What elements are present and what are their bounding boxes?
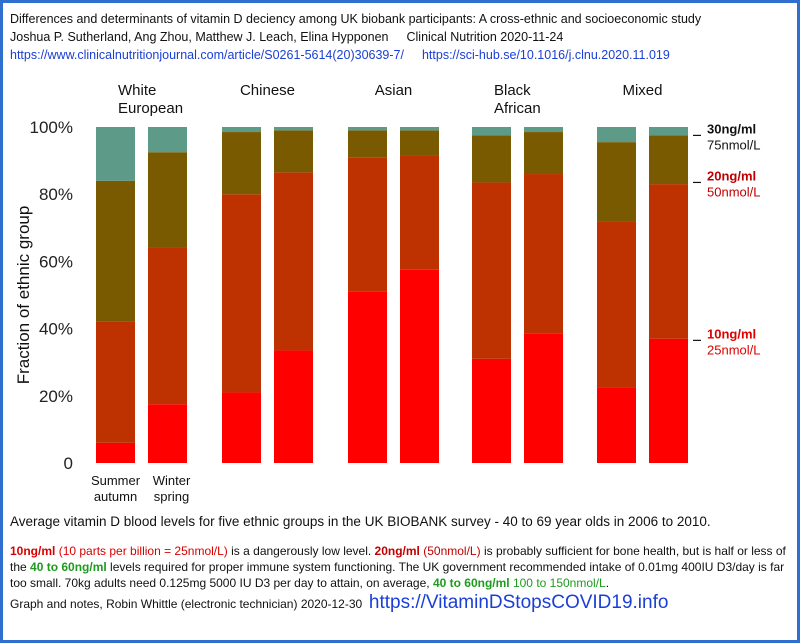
- y-tick-label: 100%: [30, 118, 73, 137]
- chart-caption: Average vitamin D blood levels for five …: [10, 514, 711, 529]
- bar-segment: [148, 404, 187, 463]
- y-tick-label: 80%: [39, 185, 73, 204]
- note-20ng-detail: (50nmol/L): [419, 544, 481, 558]
- group-label: Asian: [375, 82, 413, 99]
- bar-segment: [597, 127, 636, 143]
- bar-segment: [96, 127, 135, 181]
- bar-segment: [222, 127, 261, 133]
- bar-segment: [348, 291, 387, 463]
- paper-authors-line: Joshua P. Sutherland, Ang Zhou, Matthew …: [10, 30, 563, 44]
- group-label: Black: [494, 82, 531, 99]
- notes-paragraph: 10ng/ml (10 parts per billion = 25nmol/L…: [10, 543, 790, 591]
- bar-segment: [400, 127, 439, 131]
- note-10ng-detail: (10 parts per billion = 25nmol/L): [55, 544, 228, 558]
- bar-segment: [524, 174, 563, 334]
- bar-segment: [96, 180, 135, 322]
- bar-segment: [274, 127, 313, 131]
- bar-segment: [96, 442, 135, 463]
- note-40-60ng-a: 40 to 60ng/ml: [30, 560, 107, 574]
- note-nmol-range: 100 to 150nmol/L: [509, 576, 606, 590]
- paper-title: Differences and determinants of vitamin …: [10, 12, 702, 26]
- bar-segment: [400, 155, 439, 270]
- bar-segment: [649, 338, 688, 463]
- bar-segment: [148, 152, 187, 248]
- bar-segment: [148, 247, 187, 405]
- bar-segment: [524, 127, 563, 133]
- threshold-label: 30ng/ml: [707, 121, 756, 136]
- y-tick-label: 60%: [39, 252, 73, 271]
- y-tick-label: 0: [64, 454, 73, 473]
- note-text-4: .: [605, 576, 610, 590]
- threshold-sublabel: 25nmol/L: [707, 342, 760, 357]
- credit-text: Graph and notes, Robin Whittle (electron…: [10, 597, 363, 611]
- paper-link-journal[interactable]: https://www.clinicalnutritionjournal.com…: [10, 48, 404, 62]
- bar-segment: [472, 127, 511, 136]
- threshold-label: 10ng/ml: [707, 326, 756, 341]
- bar-segment: [597, 387, 636, 463]
- bar-segment: [472, 358, 511, 463]
- paper-authors: Joshua P. Sutherland, Ang Zhou, Matthew …: [10, 30, 389, 44]
- threshold-label: 20ng/ml: [707, 168, 756, 183]
- bar-label: Winter: [153, 473, 191, 488]
- note-text-3: levels required for proper immune system…: [10, 560, 785, 590]
- credit-line: Graph and notes, Robin Whittle (electron…: [10, 592, 790, 613]
- bar-segment: [222, 132, 261, 195]
- bar-segment: [148, 127, 187, 153]
- bar-segment: [649, 127, 688, 136]
- bar-segment: [274, 350, 313, 463]
- stacked-bar-chart: 0 20% 40% 60% 80% 100% Fraction of ethnic grou…: [14, 82, 760, 504]
- bar-segment: [348, 130, 387, 158]
- threshold-sublabel: 75nmol/L: [707, 137, 760, 152]
- bar-segment: [274, 172, 313, 351]
- y-axis-label: Fraction of ethnic group: [14, 206, 33, 385]
- note-text-1: is a dangerously low level.: [227, 544, 375, 558]
- bar-segment: [524, 333, 563, 463]
- bar-segment: [400, 269, 439, 463]
- bar-label: Summer: [91, 473, 141, 488]
- bar-segment: [400, 130, 439, 156]
- bar-segment: [222, 392, 261, 463]
- y-tick-label: 40%: [39, 320, 73, 339]
- group-label: White: [118, 82, 156, 99]
- bar-segment: [597, 142, 636, 222]
- bar-segment: [649, 184, 688, 339]
- group-label: Mixed: [622, 82, 662, 99]
- note-10ng: 10ng/ml: [10, 544, 56, 558]
- note-20ng: 20ng/ml: [374, 544, 420, 558]
- y-tick-label: 20%: [39, 387, 73, 406]
- bar-label: spring: [154, 489, 189, 504]
- note-text-2: is probably sufficient for bone health, …: [10, 544, 786, 574]
- paper-journal: Clinical Nutrition 2020-11-24: [406, 30, 564, 44]
- paper-link-scihub[interactable]: https://sci-hub.se/10.1016/j.clnu.2020.1…: [421, 48, 670, 62]
- credit-link[interactable]: https://VitaminDStopsCOVID19.info: [368, 592, 669, 613]
- bar-segment: [472, 182, 511, 359]
- bar-segment: [597, 221, 636, 388]
- bar-label: autumn: [94, 489, 137, 504]
- threshold-sublabel: 50nmol/L: [707, 184, 760, 199]
- group-label: European: [118, 100, 183, 117]
- note-40-60ng-b: 40 to 60ng/ml: [432, 576, 510, 590]
- bar-segment: [274, 130, 313, 173]
- bar-segment: [524, 132, 563, 175]
- group-label: African: [494, 100, 541, 117]
- bar-segment: [222, 194, 261, 393]
- bar-segment: [96, 321, 135, 443]
- group-label: Chinese: [240, 82, 295, 99]
- bar-segment: [348, 127, 387, 131]
- bar-segment: [472, 135, 511, 183]
- bar-segment: [649, 135, 688, 185]
- bar-segment: [348, 157, 387, 292]
- paper-links: https://www.clinicalnutritionjournal.com…: [10, 48, 670, 62]
